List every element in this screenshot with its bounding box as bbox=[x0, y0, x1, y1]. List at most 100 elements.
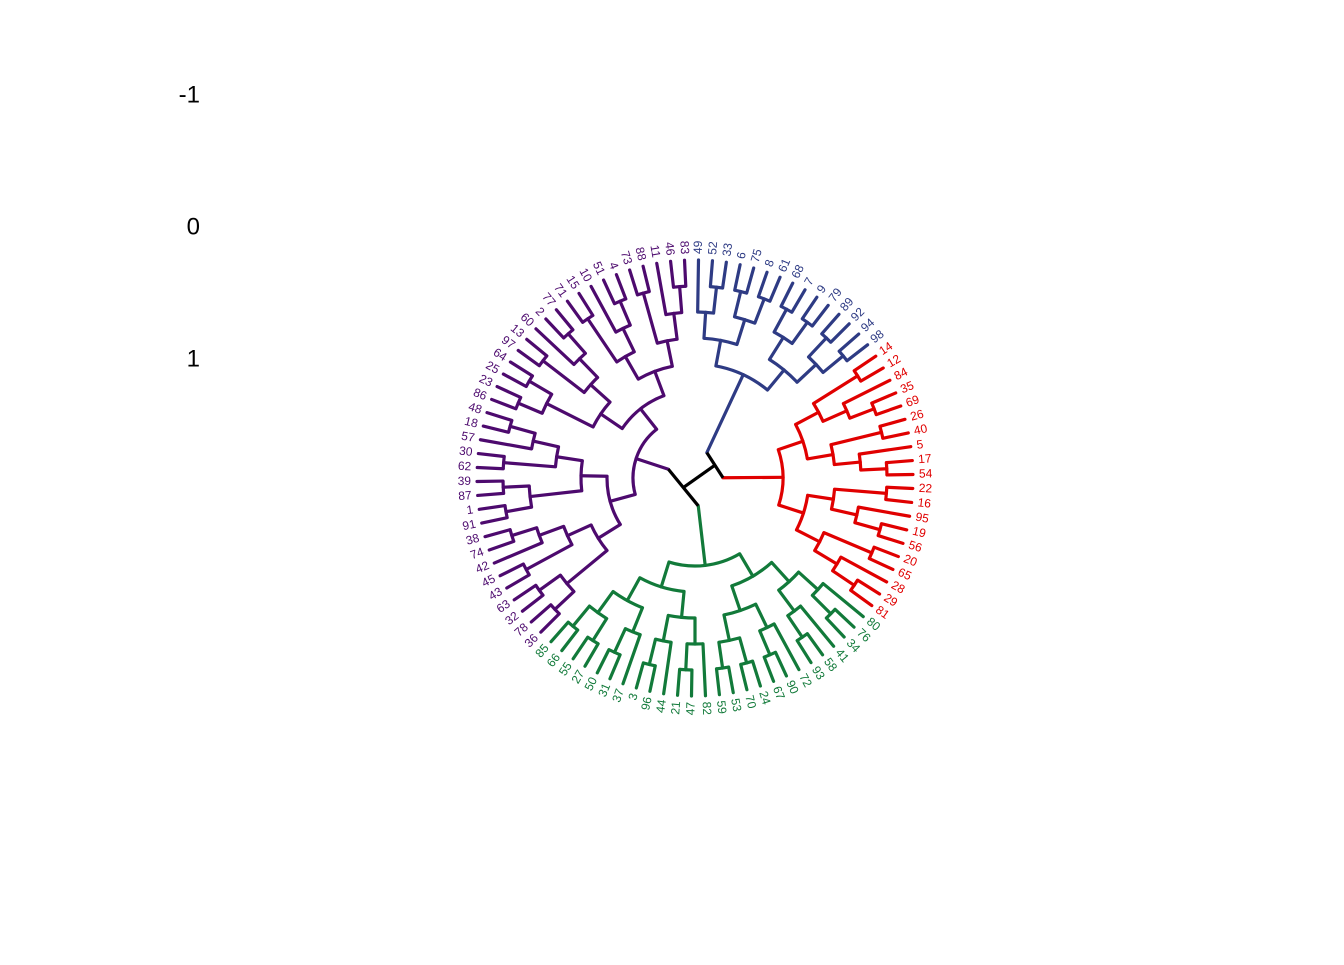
y-tick-label: 1 bbox=[187, 345, 200, 372]
branch bbox=[667, 341, 672, 366]
branch bbox=[503, 486, 529, 487]
branch bbox=[526, 545, 572, 570]
branch bbox=[869, 559, 893, 570]
leaf-label: 5 bbox=[916, 437, 925, 452]
branch bbox=[735, 292, 741, 317]
branch bbox=[543, 361, 584, 393]
branch bbox=[812, 305, 828, 326]
branch bbox=[756, 604, 767, 627]
branch bbox=[510, 426, 535, 433]
branch bbox=[539, 526, 563, 535]
branch bbox=[480, 440, 531, 449]
branch bbox=[489, 541, 514, 550]
leaf-label: 8 bbox=[762, 257, 778, 268]
branch bbox=[799, 572, 818, 589]
branch bbox=[774, 309, 786, 332]
branch bbox=[598, 592, 613, 613]
branch bbox=[641, 409, 657, 429]
branch bbox=[835, 609, 854, 627]
branch bbox=[792, 290, 805, 312]
branch bbox=[822, 314, 839, 334]
branch bbox=[859, 447, 910, 454]
branch bbox=[716, 340, 721, 366]
branch bbox=[581, 476, 607, 477]
leaf-label: 47 bbox=[683, 702, 697, 716]
y-tick-label: 0 bbox=[187, 213, 200, 240]
branch bbox=[527, 339, 547, 356]
branch bbox=[850, 409, 874, 418]
cluster: 8076344158937290672470535982472144963373… bbox=[532, 506, 883, 716]
leaf-label: 1 bbox=[466, 502, 475, 517]
branch bbox=[833, 571, 855, 586]
branch bbox=[512, 528, 537, 536]
leaf-label: 11 bbox=[647, 244, 663, 259]
branch bbox=[796, 530, 819, 542]
branch bbox=[764, 657, 773, 681]
branch bbox=[580, 359, 598, 378]
branch bbox=[655, 371, 664, 395]
branch bbox=[478, 454, 504, 457]
branch bbox=[714, 287, 717, 313]
branch bbox=[778, 441, 803, 449]
branch bbox=[650, 666, 655, 691]
branch bbox=[685, 260, 686, 286]
branch bbox=[636, 459, 668, 470]
branch bbox=[546, 319, 564, 338]
branch bbox=[483, 426, 508, 432]
branch bbox=[567, 525, 591, 536]
leaf-label: 17 bbox=[918, 451, 933, 466]
branch bbox=[698, 506, 705, 566]
branch bbox=[643, 293, 657, 343]
branch bbox=[636, 663, 643, 688]
branch bbox=[788, 616, 803, 638]
branch bbox=[514, 585, 536, 600]
leaf-label: 91 bbox=[461, 517, 477, 534]
branch bbox=[823, 356, 843, 373]
branch bbox=[614, 629, 625, 653]
branch bbox=[729, 667, 734, 693]
branch bbox=[855, 523, 880, 530]
branch bbox=[567, 301, 582, 322]
branch bbox=[601, 414, 623, 429]
branch bbox=[802, 297, 817, 319]
branch bbox=[674, 313, 677, 339]
branch bbox=[767, 370, 784, 390]
branch bbox=[683, 465, 715, 487]
leaf-label: 52 bbox=[705, 240, 720, 255]
branch bbox=[657, 263, 666, 314]
branch bbox=[604, 280, 615, 304]
branch bbox=[625, 357, 638, 380]
branch bbox=[831, 324, 849, 342]
branch bbox=[682, 591, 684, 617]
branch bbox=[760, 631, 770, 655]
branch bbox=[579, 293, 593, 315]
branch bbox=[507, 575, 529, 588]
branch bbox=[797, 364, 816, 382]
branch bbox=[591, 385, 610, 402]
branch bbox=[478, 493, 504, 495]
branch bbox=[477, 468, 503, 469]
branch bbox=[610, 494, 635, 501]
branch bbox=[834, 462, 860, 464]
branch bbox=[835, 489, 887, 493]
branch bbox=[740, 638, 747, 663]
branch bbox=[887, 487, 913, 488]
branch bbox=[719, 642, 723, 668]
branch bbox=[758, 272, 767, 297]
leaf-label: 82 bbox=[700, 701, 715, 715]
branch bbox=[851, 590, 872, 605]
branch bbox=[774, 624, 799, 670]
branch bbox=[858, 507, 909, 516]
branch bbox=[623, 328, 634, 351]
branch bbox=[518, 403, 542, 413]
branch bbox=[623, 635, 640, 684]
branch bbox=[555, 592, 574, 610]
branch bbox=[781, 283, 793, 306]
leaf-label: 54 bbox=[919, 466, 933, 480]
branch bbox=[831, 432, 882, 444]
branch bbox=[503, 374, 526, 386]
branch bbox=[737, 320, 745, 345]
branch bbox=[551, 622, 568, 642]
